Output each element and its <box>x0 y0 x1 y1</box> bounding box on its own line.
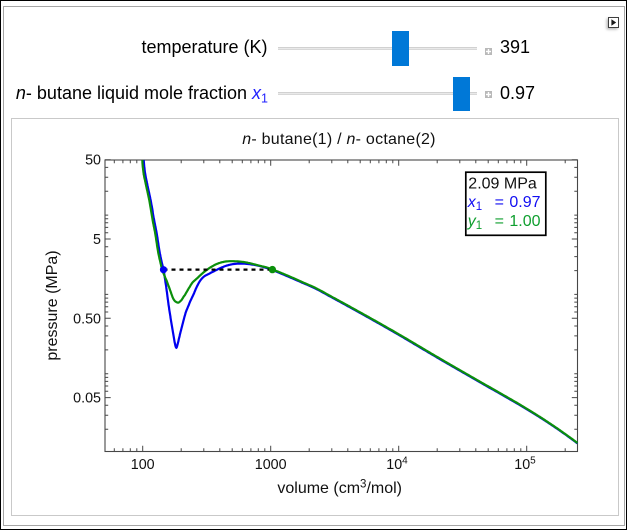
svg-text:104: 104 <box>386 456 408 474</box>
svg-text:0.05: 0.05 <box>73 391 101 407</box>
svg-text:2.09 MPa: 2.09 MPa <box>468 176 537 193</box>
svg-text:volume (cm3/mol): volume (cm3/mol) <box>277 479 402 498</box>
svg-text:0.50: 0.50 <box>73 311 101 327</box>
svg-text:pressure (MPa): pressure (MPa) <box>44 250 61 360</box>
svg-text:105: 105 <box>514 456 536 474</box>
svg-text:100: 100 <box>131 457 155 473</box>
svg-text:5: 5 <box>93 232 101 248</box>
svg-text:y1=1.00: y1 = 1.00 <box>467 213 541 232</box>
svg-text:50: 50 <box>85 153 101 169</box>
svg-text:n- butane(1) / n- octane(2): n- butane(1) / n- octane(2) <box>242 131 436 148</box>
svg-text:1000: 1000 <box>255 457 287 473</box>
svg-text:x1=0.97: x1 = 0.97 <box>467 194 541 213</box>
